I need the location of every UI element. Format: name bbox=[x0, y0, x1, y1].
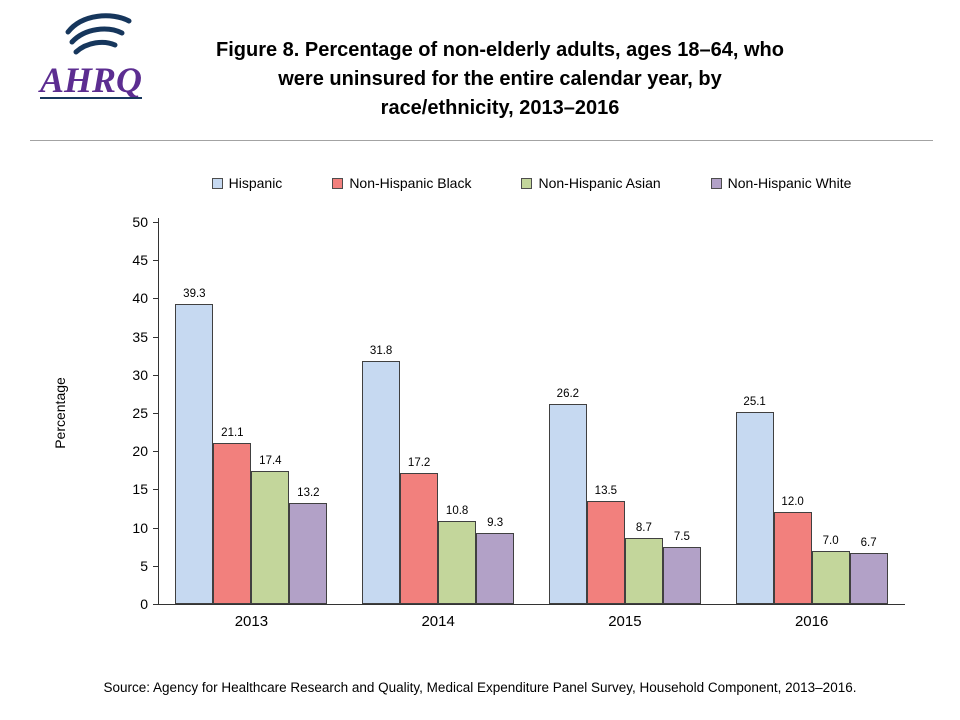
bar-value-label: 13.2 bbox=[297, 487, 320, 500]
bar bbox=[289, 503, 328, 604]
x-category-label: 2013 bbox=[234, 613, 269, 630]
ahrq-logo: AHRQ bbox=[36, 6, 148, 110]
chart-title: Figure 8. Percentage of non-elderly adul… bbox=[130, 36, 870, 123]
bar-value-label: 39.3 bbox=[183, 287, 206, 300]
bar-value-label: 10.8 bbox=[445, 505, 469, 518]
bar-value-label: 6.7 bbox=[860, 536, 877, 549]
y-tick-label: 10 bbox=[132, 519, 148, 536]
y-tick-label: 15 bbox=[132, 481, 148, 498]
source-note: Source: Agency for Healthcare Research a… bbox=[103, 680, 857, 695]
bar-value-label: 12.0 bbox=[781, 496, 804, 509]
y-tick-mark bbox=[153, 565, 158, 567]
y-tick-label: 45 bbox=[132, 252, 148, 269]
y-tick-label: 0 bbox=[140, 596, 148, 612]
y-tick-mark bbox=[153, 413, 158, 414]
y-tick-label: 35 bbox=[132, 328, 148, 345]
bar bbox=[476, 532, 515, 604]
y-tick-label: 30 bbox=[132, 366, 148, 383]
title-line-3: race/ethnicity, 2013–2016 bbox=[380, 97, 620, 119]
bar bbox=[662, 546, 701, 604]
y-tick-label: 20 bbox=[132, 443, 148, 460]
legend-swatch-icon bbox=[332, 177, 344, 189]
y-tick-mark bbox=[153, 489, 158, 491]
bar bbox=[362, 361, 401, 604]
bar bbox=[213, 442, 252, 604]
bar-value-label: 21.1 bbox=[221, 426, 244, 439]
legend-item: Hispanic bbox=[211, 175, 283, 191]
legend-swatch-icon bbox=[521, 177, 533, 189]
legend-swatch-icon bbox=[211, 177, 223, 189]
y-tick-mark bbox=[153, 451, 158, 453]
x-axis-line bbox=[158, 604, 905, 605]
bar-value-label: 26.2 bbox=[556, 387, 580, 400]
bar-value-label: 31.8 bbox=[369, 345, 393, 358]
y-tick-label: 40 bbox=[132, 290, 148, 307]
header-divider bbox=[30, 140, 933, 141]
x-category-label: 2016 bbox=[794, 613, 829, 630]
legend-item: Non-Hispanic White bbox=[710, 175, 852, 191]
y-tick-mark bbox=[153, 527, 158, 529]
bar bbox=[548, 403, 587, 604]
y-tick-label: 5 bbox=[140, 557, 148, 574]
legend-swatch-icon bbox=[710, 177, 722, 189]
bar bbox=[400, 472, 439, 604]
bar-value-label: 17.2 bbox=[407, 456, 431, 469]
legend-label: Non-Hispanic Black bbox=[349, 175, 472, 191]
bar bbox=[624, 537, 663, 604]
y-axis-line bbox=[158, 218, 159, 604]
y-axis-title: Percentage bbox=[52, 377, 68, 449]
bar bbox=[438, 521, 477, 604]
bar bbox=[811, 550, 850, 604]
ahrq-logo-text: AHRQ bbox=[38, 60, 142, 100]
legend-label: Non-Hispanic White bbox=[727, 175, 852, 191]
bar bbox=[849, 552, 888, 604]
y-tick-mark bbox=[153, 336, 158, 338]
chart-legend: Hispanic Non-Hispanic Black Non-Hispanic A… bbox=[158, 175, 905, 191]
bar bbox=[735, 412, 774, 604]
bar-value-label: 9.3 bbox=[487, 516, 504, 529]
legend-label: Hispanic bbox=[228, 175, 283, 191]
legend-label: Non-Hispanic Asian bbox=[538, 175, 661, 191]
y-tick-mark bbox=[153, 222, 158, 223]
y-tick-label: 50 bbox=[132, 214, 148, 230]
legend-item: Non-Hispanic Asian bbox=[521, 175, 661, 191]
bar-value-label: 17.4 bbox=[259, 455, 282, 468]
x-category-label: 2015 bbox=[608, 613, 642, 630]
bar-value-label: 13.5 bbox=[594, 484, 618, 497]
y-tick-mark bbox=[153, 260, 158, 262]
title-line-1: Figure 8. Percentage of non-elderly adul… bbox=[216, 39, 784, 61]
title-line-2: were uninsured for the entire calendar y… bbox=[278, 68, 722, 90]
ahrq-eagle-icon: AHRQ bbox=[38, 13, 142, 100]
bar-value-label: 7.5 bbox=[673, 530, 690, 543]
legend-item: Non-Hispanic Black bbox=[332, 175, 471, 191]
x-category-label: 2014 bbox=[421, 613, 455, 630]
bar-value-label: 25.1 bbox=[743, 396, 766, 409]
bar-value-label: 7.0 bbox=[822, 534, 839, 547]
y-tick-mark bbox=[153, 604, 158, 605]
y-tick-label: 25 bbox=[132, 405, 148, 421]
y-tick-mark bbox=[153, 298, 158, 300]
bar bbox=[773, 512, 812, 604]
bar-value-label: 8.7 bbox=[635, 521, 652, 534]
bar bbox=[586, 500, 625, 604]
bar bbox=[251, 471, 290, 604]
bar bbox=[175, 303, 214, 604]
y-tick-mark bbox=[153, 374, 158, 376]
